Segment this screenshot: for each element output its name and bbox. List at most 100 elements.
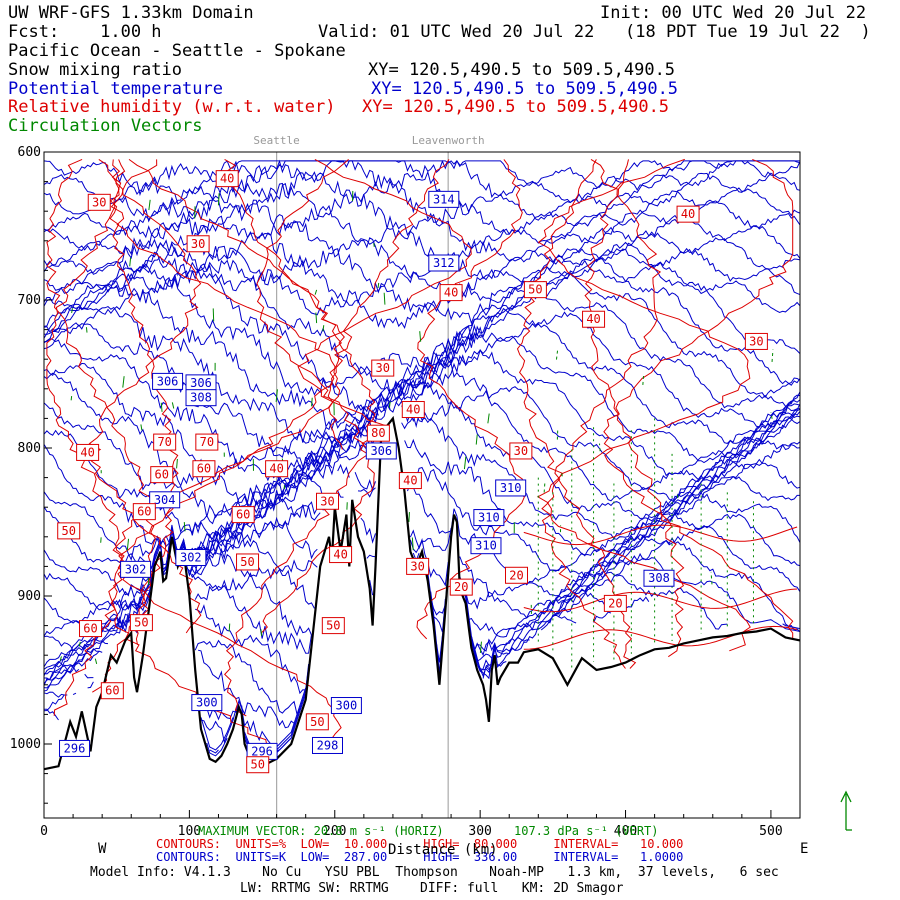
contour-label-text: 310 [475,539,497,553]
contour-label-text: 306 [190,376,212,390]
circulation-vector [770,412,773,419]
contour-label-text: 30 [92,195,106,209]
rh-contour-label: 20 [449,578,473,596]
east-label: E [800,841,809,857]
contour-label-text: 60 [197,462,211,476]
contour-label-box [185,389,217,407]
rh-contour [297,158,472,427]
theta-contour-label: 296 [59,739,91,757]
rh-contour [416,159,526,640]
rh-contour-label: 40 [329,546,353,564]
contour-label-box [79,620,103,638]
theta-contour-label: 302 [120,560,152,578]
rh-contour [516,159,637,669]
circulation-vector [383,292,386,305]
circulation-vector [311,397,313,407]
y-tick-label: 600 [18,145,41,160]
rh-contour-label: 40 [676,205,700,223]
contour-label-text: 80 [371,426,385,440]
contour-label-box [329,546,353,564]
theta-contour [43,611,612,716]
contour-label-box [505,566,528,584]
rh-contour-label: 50 [305,713,329,731]
rh-contour [541,158,662,669]
contour-label-text: 50 [250,758,264,772]
contour-label-text: 60 [155,468,169,482]
theta-contour-label: 308 [185,389,217,407]
rh-contour-label: 60 [132,503,156,521]
circulation-vector [78,641,81,647]
rh-contour [46,159,126,716]
theta-contour-label: 308 [643,569,675,587]
circulation-vector [388,401,391,408]
contour-label-text: 302 [125,562,147,576]
circulation-vector [71,308,74,314]
location-label: Seattle [253,134,299,147]
contour-label-box [153,433,177,451]
rh-contour [327,159,450,450]
circulation-vector [710,571,713,585]
contour-label-text: 40 [406,403,420,417]
contour-label-box [316,492,339,510]
rh-contour [581,159,685,658]
contour-label-box [439,284,463,302]
contour-label-text: 50 [528,283,542,297]
theta-contour-info: CONTOURS: UNITS=K LOW= 287.00 HIGH= 336.… [156,850,684,864]
contour-label-box [191,694,223,712]
circulation-vector [411,537,414,551]
theta-contour-label: 302 [175,549,207,567]
contour-label-box [495,479,527,497]
theta-contour-label: 300 [191,694,223,712]
contour-label-box [192,460,216,478]
theta-contour [43,245,801,313]
contour-label-text: 20 [509,568,523,582]
max-vector-vert: 107.3 dPa s⁻¹ (VERT) [514,824,659,838]
contour-label-text: 300 [196,696,218,710]
theta-contour [43,239,801,375]
circulation-vector [260,629,263,636]
rh-contour-label: 40 [582,310,606,328]
circulation-vector [487,413,490,424]
rh-contour [536,158,751,652]
contour-label-box [473,509,505,527]
contour-label-text: 306 [370,444,392,458]
location-label: Leavenworth [412,134,485,147]
circulation-vector [314,289,318,295]
rh-contour-label: 60 [100,682,124,700]
rh-contour-label: 70 [153,433,177,451]
circulation-vector [183,522,186,532]
contour-label-text: 60 [137,505,151,519]
contour-label-box [401,401,425,419]
contour-label-box [523,281,547,299]
contour-label-text: 40 [80,445,94,459]
rh-contour-label: 30 [744,332,768,350]
theta-contour [43,271,801,413]
contour-label-box [150,466,174,484]
contour-label-box [100,682,124,700]
x-tick-label: 400 [614,824,637,839]
theta-contour-label: 300 [330,697,362,715]
contour-label-text: 310 [500,481,522,495]
circulation-vector [560,471,563,477]
contour-label-text: 314 [433,192,455,206]
theta-contour [43,648,490,752]
circulation-vector [322,325,325,332]
model-info: Model Info: V4.1.3 No Cu YSU PBL Thompso… [90,865,779,880]
y-tick-label: 800 [18,441,41,456]
cross-section-region: Pacific Ocean - Seattle - Spokane [8,41,346,61]
rh-contour [523,524,798,546]
contour-label-text: 310 [478,511,500,525]
theta-contour [43,383,801,519]
contour-label-text: 302 [180,551,202,565]
forecast-hour: Fcst: 1.00 h [8,22,162,42]
theta-contour [43,322,801,458]
max-vector-horiz: MAXIMUM VECTOR: 20.8 m s⁻¹ (HORIZ) [198,824,444,838]
contour-label-box [470,537,502,555]
contour-label-text: 296 [251,744,273,758]
contour-label-text: 20 [608,596,622,610]
theta-contour-label: 306 [365,442,397,460]
contour-label-box [603,594,627,612]
contour-label-box [428,190,460,208]
contour-label-box [676,205,700,223]
contour-label-text: 40 [333,548,347,562]
